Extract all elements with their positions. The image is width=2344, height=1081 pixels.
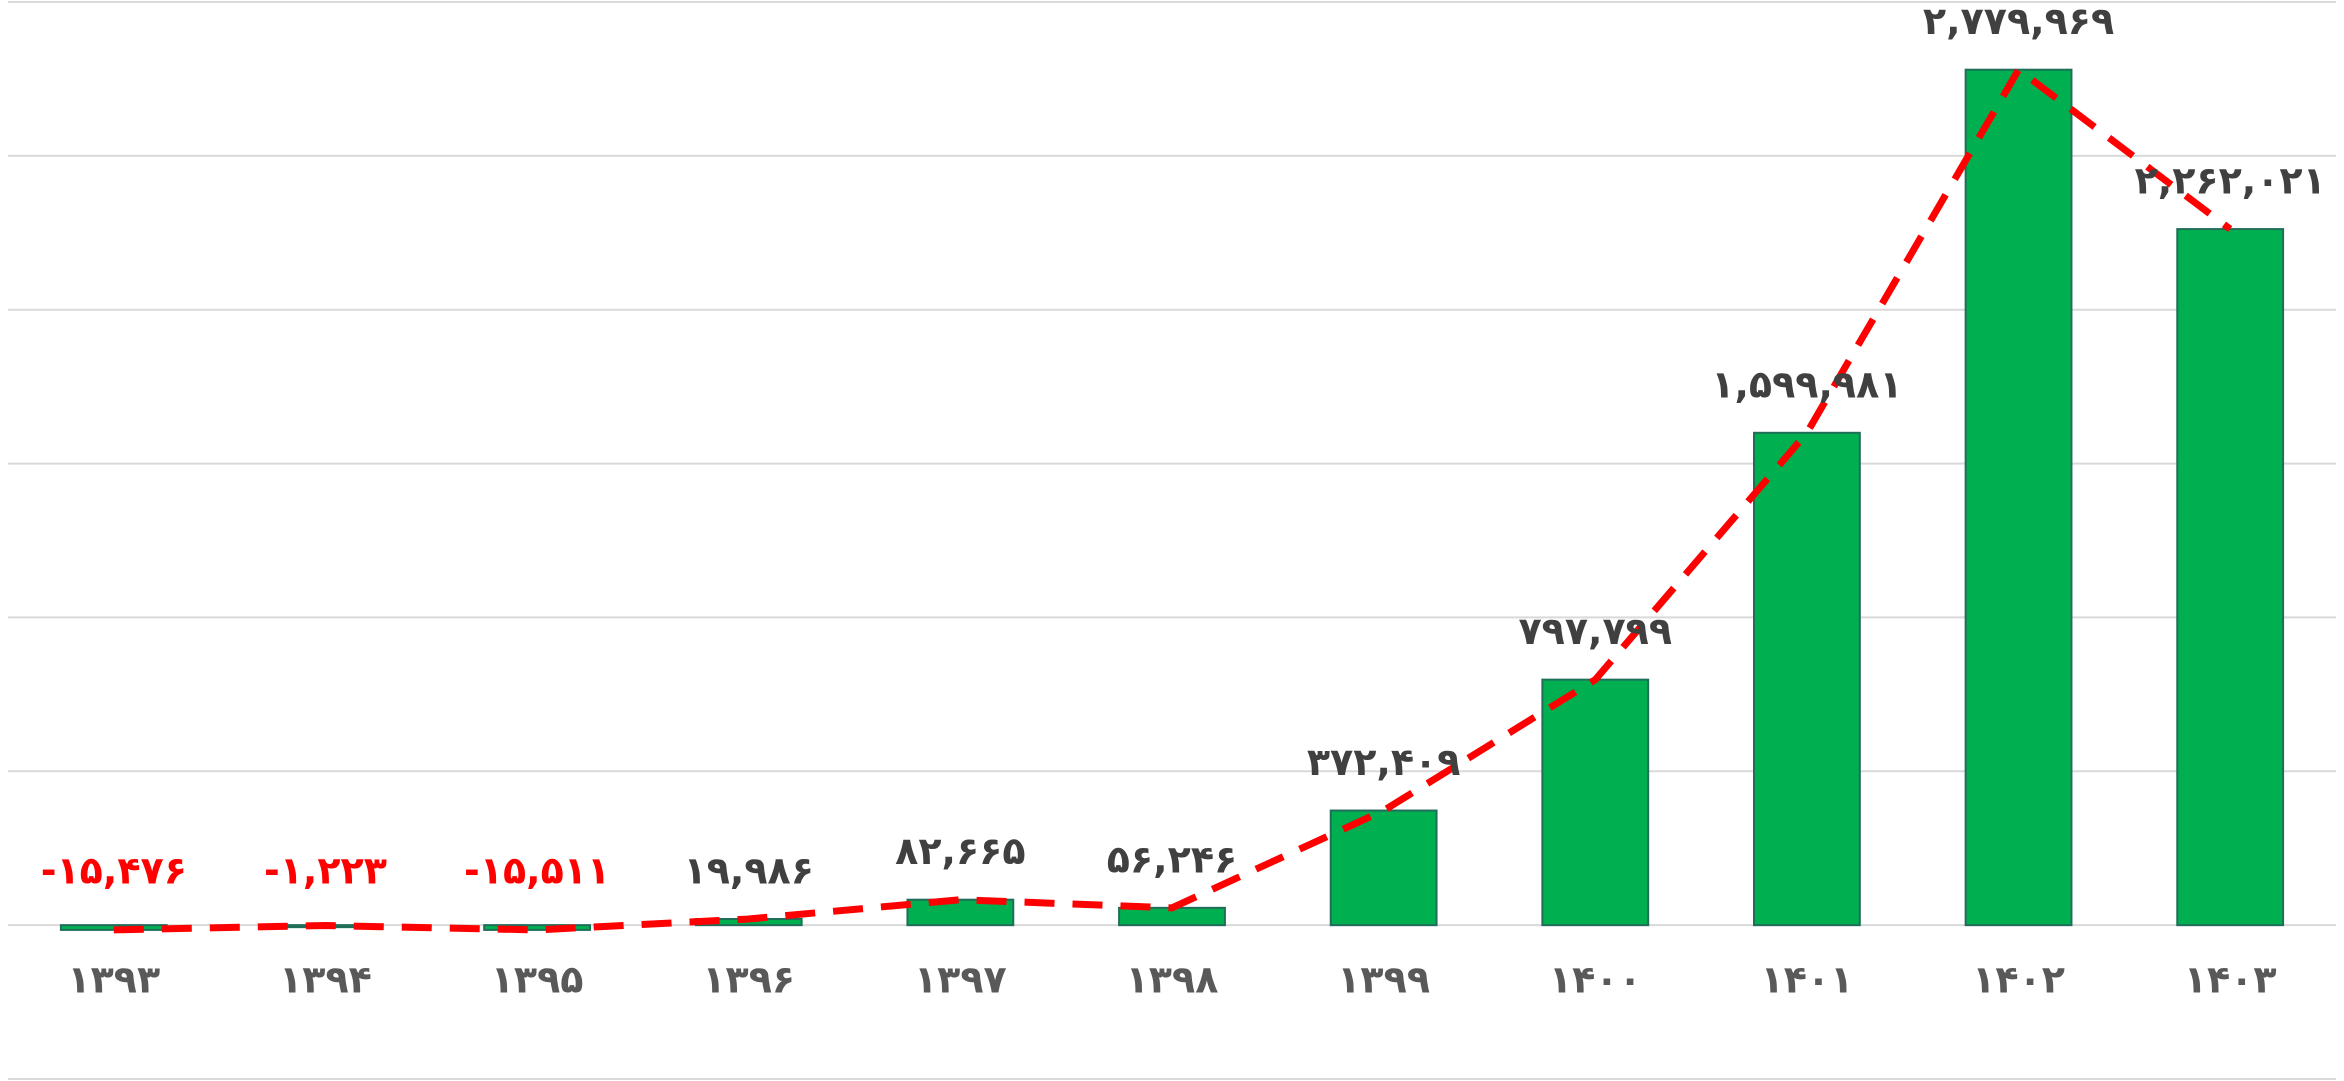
x-tick-label: ۱۳۹۹: [1337, 958, 1430, 1002]
x-tick-label: ۱۴۰۲: [1972, 958, 2065, 1002]
data-label: ۲,۷۷۹,۹۶۹: [1923, 0, 2114, 43]
data-label: ۸۲,۶۶۵: [895, 829, 1025, 873]
bar: [1541, 678, 1650, 927]
x-tick-label: ۱۴۰۱: [1761, 958, 1854, 1002]
x-tick-label: ۱۴۰۰: [1549, 958, 1642, 1002]
data-label: ۷۹۷,۷۹۹: [1518, 609, 1672, 653]
trend-line: [113, 64, 2233, 934]
data-label: ۱۹,۹۸۶: [684, 848, 814, 892]
data-label: ۵۶,۲۴۶: [1107, 837, 1237, 881]
bar: [1753, 431, 1861, 927]
data-label: ۳۷۲,۴۰۹: [1307, 740, 1461, 784]
x-tick-label: ۱۳۹۷: [914, 958, 1007, 1002]
x-tick-label: ۱۳۹۵: [491, 958, 584, 1002]
data-label: -۱,۲۲۳: [264, 849, 387, 893]
bar: [483, 924, 592, 931]
bar: [2176, 228, 2285, 927]
data-label: ۱,۵۹۹,۹۸۱: [1711, 362, 1902, 406]
x-tick-label: ۱۳۹۴: [279, 958, 372, 1002]
bar: [1329, 809, 1438, 927]
x-tick-label: ۱۴۰۳: [2184, 958, 2277, 1002]
data-label: -۱۵,۴۷۶: [41, 849, 187, 893]
data-label: ۲,۲۶۲,۰۲۱: [2135, 159, 2326, 203]
x-tick-label: ۱۳۹۳: [67, 958, 160, 1002]
x-tick-label: ۱۳۹۸: [1126, 958, 1219, 1002]
x-tick-label: ۱۳۹۶: [702, 958, 795, 1002]
bar: [1964, 68, 2073, 927]
data-label: -۱۵,۵۱۱: [464, 849, 610, 893]
